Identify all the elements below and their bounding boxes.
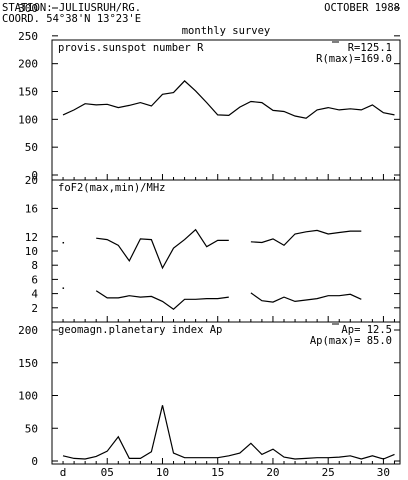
panel-stat: R=125.1: [348, 42, 392, 54]
x-tick-label: 25: [322, 466, 335, 479]
coords-label: COORD. 54°38'N 13°23'E: [2, 13, 141, 25]
x-tick-label: 10: [156, 466, 169, 479]
panel-stat: Ap= 12.5: [341, 324, 392, 336]
x-tick-label: d: [60, 466, 67, 479]
series-line: [250, 292, 362, 303]
y-tick-label: 150: [18, 357, 38, 370]
y-tick-label: 10: [25, 245, 38, 258]
month-label: OCTOBER 1988: [324, 2, 400, 14]
plot-frame: [51, 179, 401, 323]
header: STATION: JULIUSRUH/RG. COORD. 54°38'N 13…: [2, 2, 400, 37]
y-tick-label: 0: [31, 169, 38, 182]
y-tick-label: 250: [18, 30, 38, 43]
plot-frame: [51, 321, 401, 465]
x-tick-label: 30: [377, 466, 390, 479]
series-line: [62, 405, 395, 460]
x-tick-label: 05: [101, 466, 114, 479]
panel-stat: Ap(max)= 85.0: [310, 335, 392, 347]
panel-1: 0 50 100 150 200 250 300 provis.sunspot number …: [18, 2, 401, 182]
series-point: [62, 287, 65, 289]
panel-title: geomagn.planetary index Ap: [58, 324, 222, 336]
y-tick-label: 0: [31, 455, 38, 468]
y-tick-label: 200: [18, 324, 38, 337]
y-tick-label: 8: [31, 259, 38, 272]
x-tick-label: 20: [266, 466, 279, 479]
station-label: STATION: JULIUSRUH/RG.: [2, 2, 141, 14]
subtitle-label: monthly survey: [182, 25, 271, 37]
y-tick-label: 50: [25, 422, 38, 435]
y-tick-label: 150: [18, 86, 38, 99]
y-tick-label: 300: [18, 2, 38, 15]
y-tick-label: 50: [25, 141, 38, 154]
x-tick-label: 15: [211, 466, 224, 479]
y-tick-label: 20: [25, 174, 38, 187]
y-tick-label: 100: [18, 390, 38, 403]
series-line: [96, 228, 229, 270]
series-line: [95, 290, 229, 310]
y-tick-label: 12: [25, 231, 38, 244]
series-line: [250, 229, 362, 247]
y-tick-label: 16: [25, 202, 38, 215]
y-tick-label: 6: [31, 273, 38, 286]
panel-title: foF2(max,min)/MHz: [58, 182, 165, 194]
panel-title: provis.sunspot number R: [58, 42, 204, 54]
series-line: [62, 80, 395, 119]
y-tick-label: 2: [31, 302, 38, 315]
y-tick-label: 4: [31, 288, 38, 301]
panel-stat: R(max)=169.0: [316, 53, 392, 65]
y-tick-label: 200: [18, 58, 38, 71]
y-tick-label: 100: [18, 113, 38, 126]
series-point: [62, 241, 65, 244]
